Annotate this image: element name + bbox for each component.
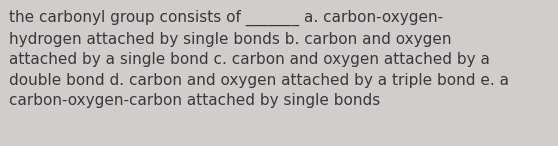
Text: the carbonyl group consists of _______ a. carbon-oxygen-
hydrogen attached by si: the carbonyl group consists of _______ a… [9, 10, 509, 108]
